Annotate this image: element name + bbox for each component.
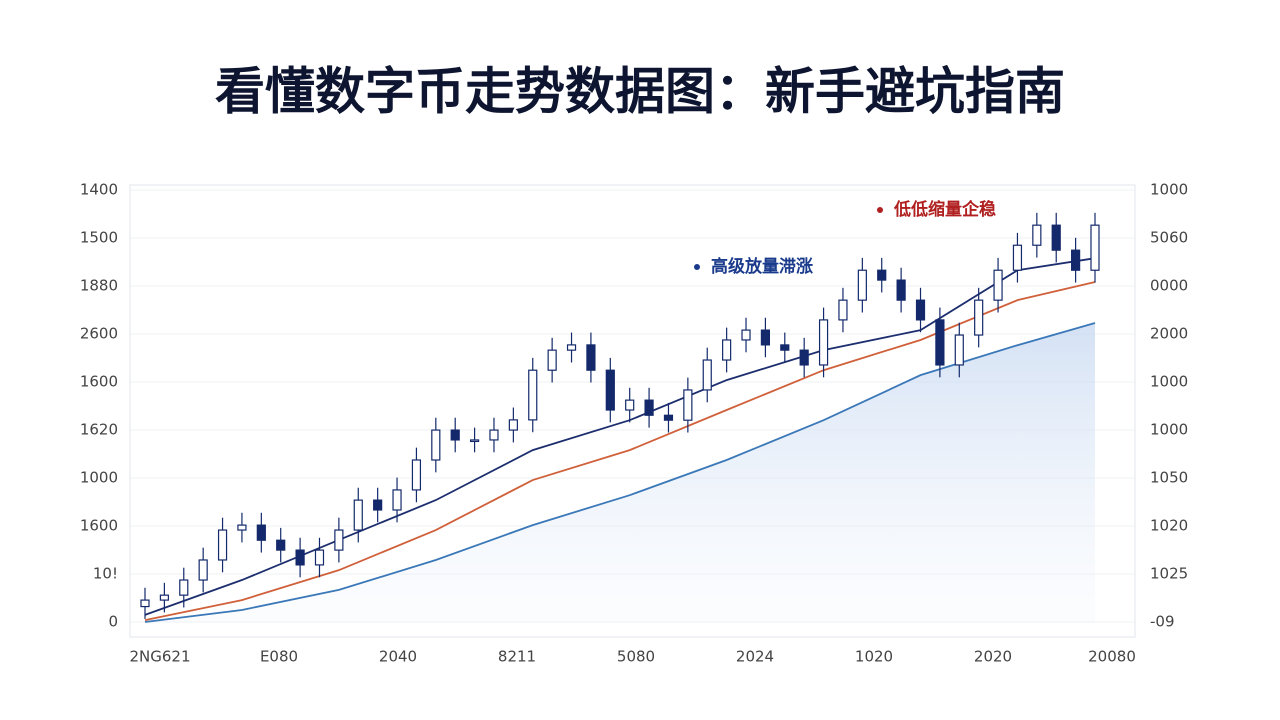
candle-body [760, 329, 771, 346]
y-tick-label: 1500 [80, 229, 118, 247]
y-tick-label: 1600 [80, 517, 118, 535]
candle-body [586, 344, 596, 371]
candle-body [373, 499, 383, 511]
candle-body [411, 459, 422, 491]
x-tick-label: E080 [260, 648, 298, 666]
candle-body [915, 299, 926, 321]
y2-tick-label: -09 [1150, 613, 1175, 631]
y-tick-label: 1620 [80, 421, 118, 439]
candle-body [198, 559, 208, 581]
candle-body [993, 269, 1003, 301]
candle-body [431, 429, 441, 461]
candle-body [625, 399, 635, 411]
candle-body [237, 524, 247, 531]
candle-body [1051, 224, 1061, 251]
candle-body [217, 529, 228, 561]
y2-tick-label: 1020 [1150, 517, 1188, 535]
y2-tick-label: 0000 [1150, 277, 1188, 295]
candle-body [838, 299, 848, 321]
candle-body [159, 594, 169, 601]
candle-body [974, 299, 984, 336]
candle-body [818, 319, 829, 366]
ma-line [144, 322, 1096, 623]
x-tick-label: 20080 [1088, 648, 1136, 666]
x-tick-label: 1020 [855, 648, 893, 666]
y-tick-label: 1600 [80, 373, 118, 391]
y2-tick-label: 1050 [1150, 469, 1188, 487]
candle-body [528, 369, 538, 421]
candle-body [741, 329, 751, 341]
candle-body [334, 529, 344, 551]
x-tick-label: 5080 [617, 648, 655, 666]
candle-body [954, 334, 964, 366]
y-tick-label: 1000 [80, 469, 118, 487]
candle-body [663, 414, 674, 421]
y-tick-label: 10! [93, 565, 118, 583]
candle-body [1012, 244, 1023, 271]
candle-body [450, 429, 460, 441]
candle-body [799, 349, 809, 366]
candle-body [489, 429, 499, 441]
y2-tick-label: 1000 [1150, 373, 1188, 391]
y2-tick-label: 1025 [1150, 565, 1188, 583]
candle-body [935, 319, 945, 366]
candle-body [179, 579, 189, 596]
area [145, 322, 1095, 622]
y-tick-label: 0 [108, 613, 118, 631]
y-tick-label: 1400 [80, 181, 118, 199]
x-tick-label: 2NG621 [129, 648, 190, 666]
plot-frame [129, 184, 1136, 638]
x-tick-label: 2024 [736, 648, 774, 666]
x-tick-label: 2020 [974, 648, 1012, 666]
y-tick-label: 1880 [80, 277, 118, 295]
y2-tick-label: 2000 [1150, 325, 1188, 343]
candle-body [644, 399, 654, 416]
candle-body [896, 279, 906, 301]
y-tick-label: 2600 [80, 325, 118, 343]
candle-body [722, 339, 732, 361]
candle-body [256, 524, 266, 541]
candle-body [605, 369, 615, 411]
annotation: 低低缩量企稳 [893, 199, 996, 220]
x-tick-label: 8211 [498, 648, 536, 666]
candle-body [392, 489, 402, 511]
y2-tick-label: 5060 [1150, 229, 1188, 247]
candle-body [276, 539, 286, 551]
candle-body [1032, 224, 1042, 246]
candle-body [508, 419, 518, 431]
chart-title: 看懂数字币走势数据图：新手避坑指南 [215, 63, 1065, 121]
y2-tick-label: 1000 [1150, 181, 1188, 199]
candle-body [780, 344, 790, 351]
candle-body [353, 499, 363, 531]
candle-body [857, 269, 867, 301]
candle-body [683, 389, 693, 421]
annotation-dot [877, 207, 883, 213]
candle-body [469, 439, 480, 443]
annotation-dot [694, 264, 700, 270]
candle-body [702, 359, 712, 391]
candle-body [566, 344, 577, 351]
candle-body [140, 599, 150, 608]
candle-body [295, 549, 305, 566]
candle-body [1071, 249, 1081, 271]
candle-body [314, 549, 325, 566]
candle-body [547, 349, 557, 371]
y2-tick-label: 1000 [1150, 421, 1188, 439]
x-tick-label: 2040 [379, 648, 417, 666]
annotation: 高级放量滞涨 [711, 256, 813, 277]
candle-body [877, 269, 887, 281]
ma-line [144, 281, 1096, 622]
candle-body [1090, 224, 1100, 271]
